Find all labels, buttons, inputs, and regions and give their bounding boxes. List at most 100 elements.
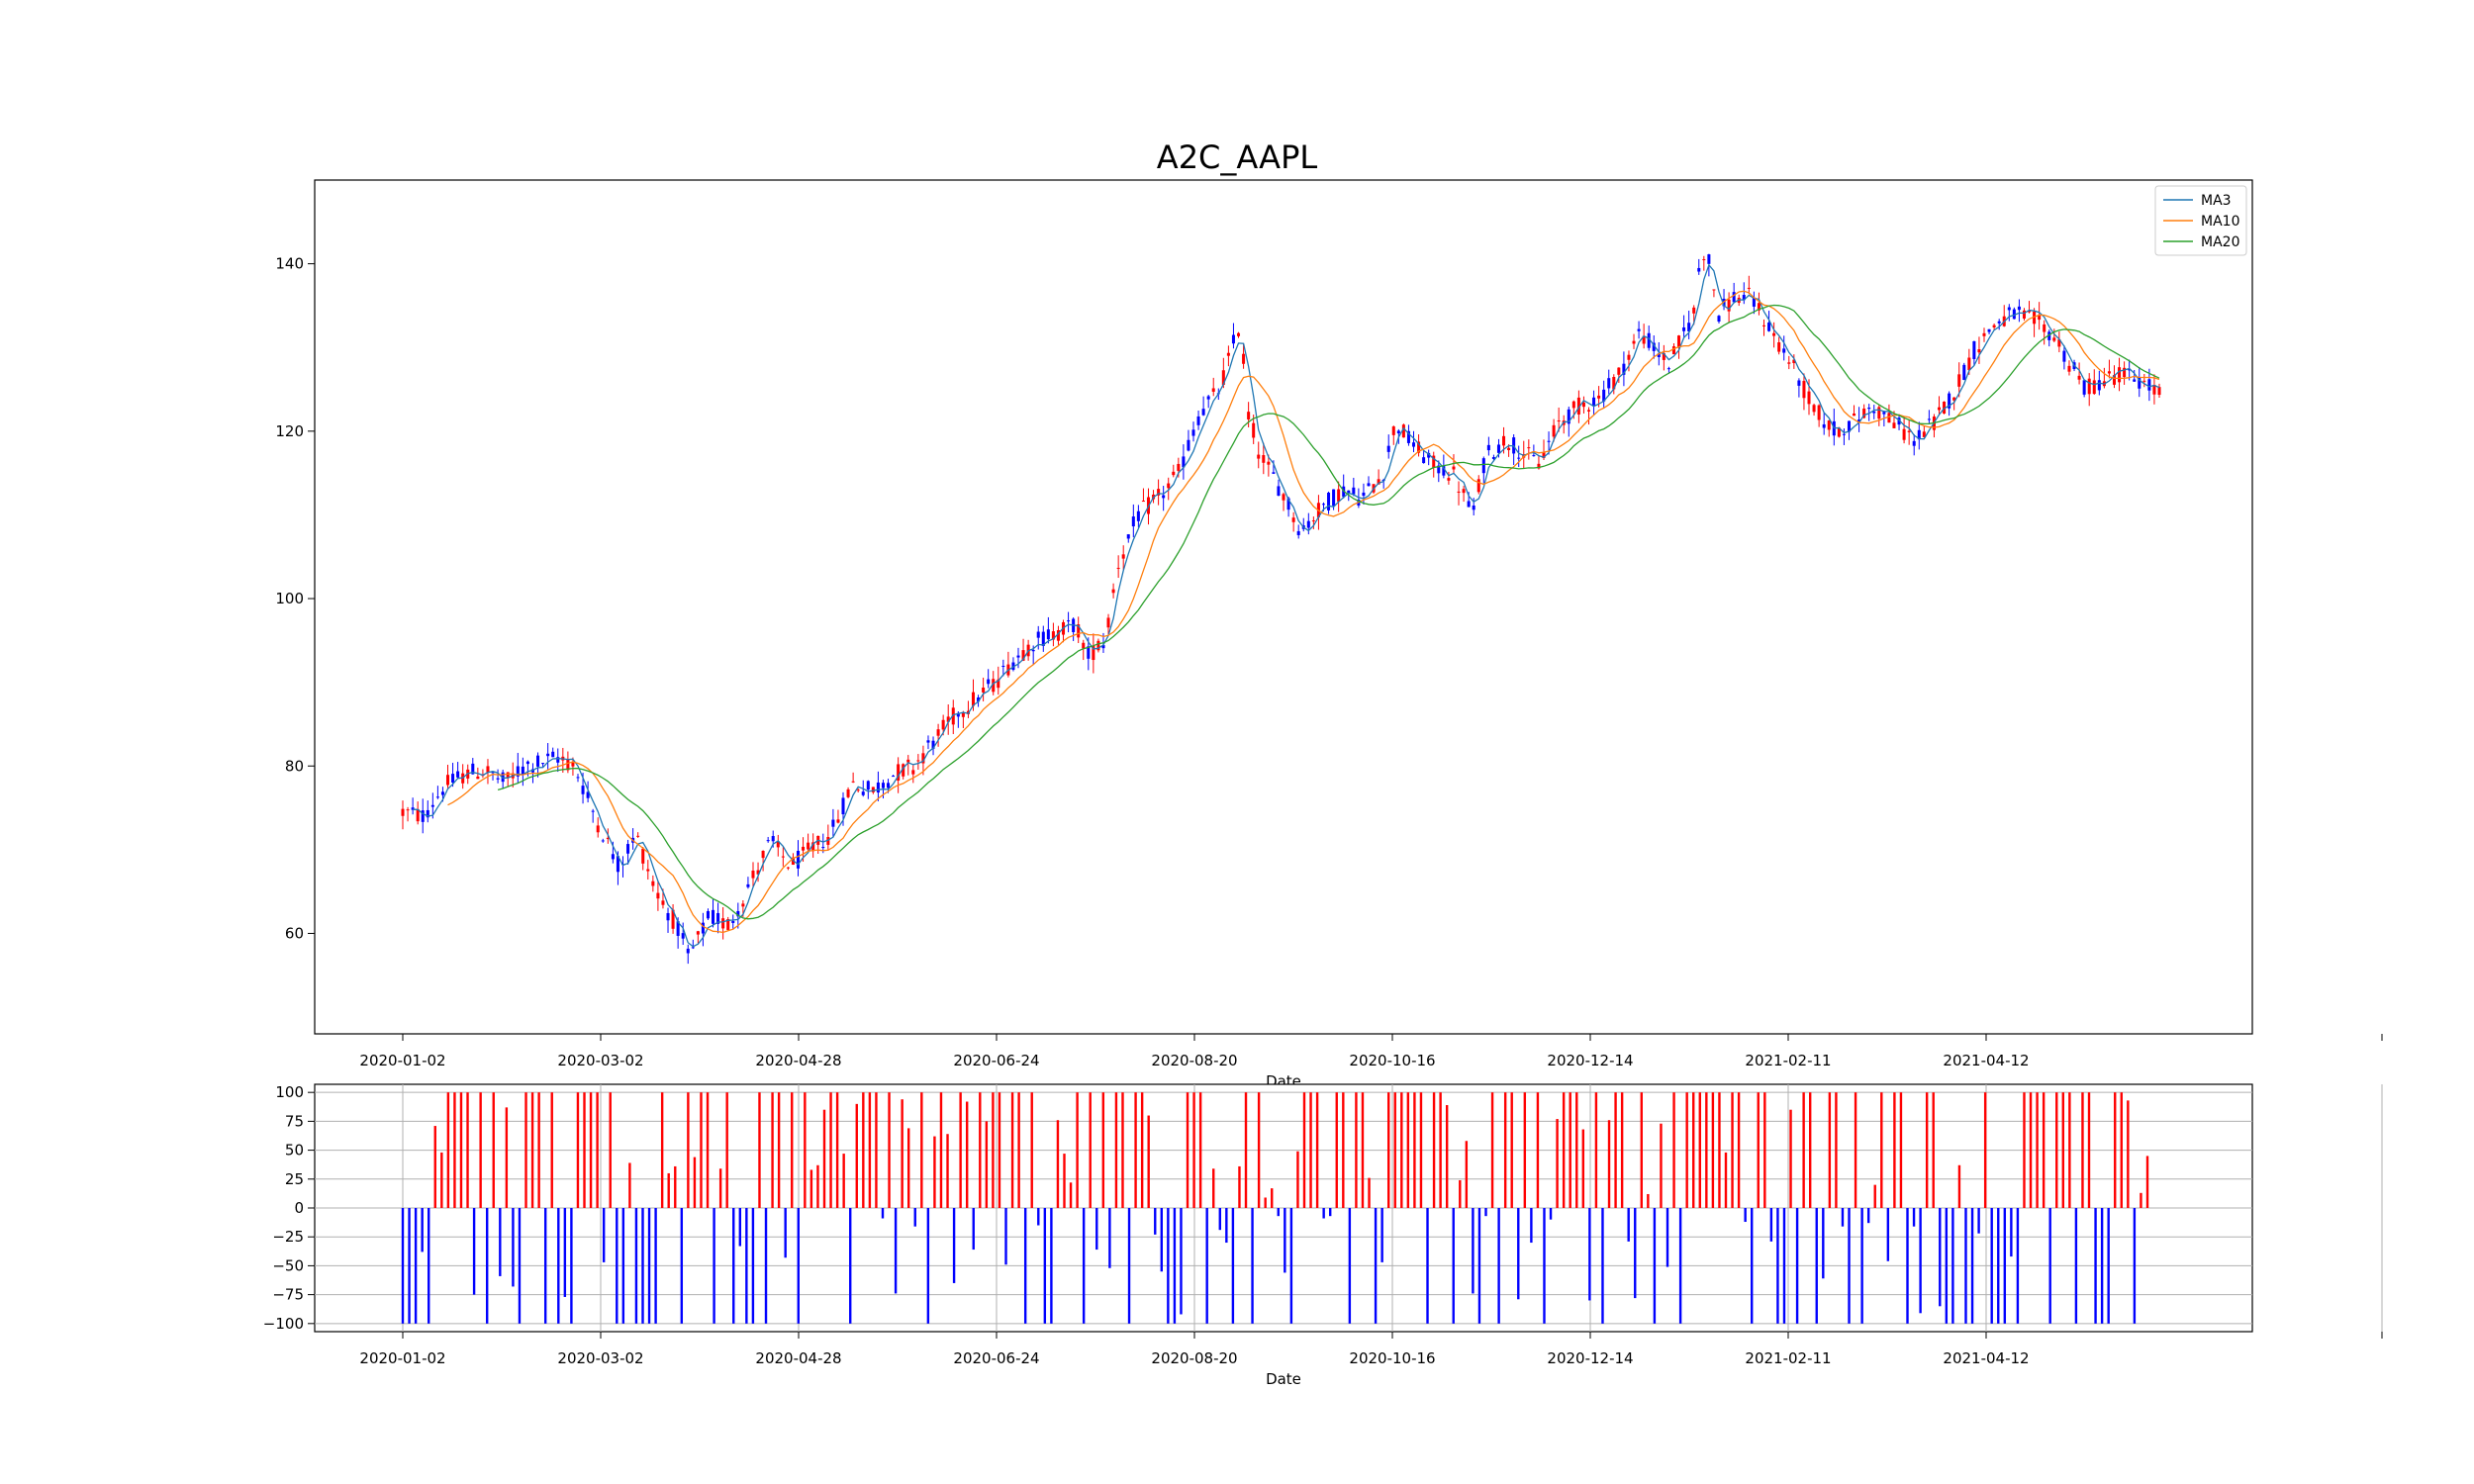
action-bar	[804, 1092, 807, 1208]
action-bar	[2036, 1092, 2039, 1208]
candle-body	[1532, 455, 1536, 457]
action-bar	[771, 1092, 774, 1208]
candle-body	[2092, 380, 2096, 395]
candle-body	[1767, 323, 1771, 331]
action-bar	[2074, 1208, 2078, 1324]
action-bar	[1374, 1208, 1378, 1324]
candle-body	[611, 854, 615, 860]
candle-body	[1177, 463, 1181, 471]
candle-body	[851, 781, 855, 783]
candle-body	[2062, 350, 2066, 362]
candle-body	[440, 791, 444, 795]
candle-body	[1602, 389, 1606, 402]
candle-body	[1712, 289, 1716, 291]
action-bar	[583, 1092, 586, 1208]
candle-body	[1391, 426, 1395, 435]
candle-body	[1586, 410, 1591, 412]
action-bar	[1607, 1120, 1611, 1208]
action-bar	[1634, 1208, 1637, 1299]
candle-body	[1406, 430, 1410, 443]
action-x-tick-label: 2020-06-24	[953, 1349, 1039, 1367]
action-bar	[1536, 1092, 1540, 1208]
candle-body	[1917, 429, 1921, 440]
action-bar	[1620, 1092, 1624, 1208]
candle-body	[2038, 315, 2042, 321]
action-bar	[1484, 1208, 1487, 1217]
action-bar	[687, 1092, 690, 1208]
action-bar	[1095, 1208, 1098, 1251]
candle-body	[1943, 401, 1947, 415]
candle-body	[1121, 554, 1125, 559]
candle-body	[1872, 411, 1876, 414]
candle-body	[1948, 393, 1951, 409]
candle-body	[1462, 489, 1466, 494]
action-bar	[700, 1092, 703, 1208]
candle-body	[1757, 303, 1760, 311]
action-bar	[1023, 1208, 1027, 1324]
candle-body	[936, 729, 940, 736]
action-bar	[2029, 1092, 2033, 1208]
candle-body	[807, 842, 810, 850]
action-bar	[1549, 1208, 1553, 1220]
action-bar	[634, 1208, 638, 1324]
candle-body	[1807, 391, 1811, 405]
action-bar	[1906, 1208, 1909, 1324]
candle-body	[1527, 447, 1531, 449]
action-bar	[1601, 1208, 1604, 1324]
candle-body	[476, 776, 480, 780]
candle-body	[1237, 332, 1241, 336]
candle-body	[771, 836, 775, 842]
candle-body	[1567, 409, 1570, 424]
candle-body	[506, 772, 510, 779]
candle-body	[1247, 412, 1251, 419]
price-x-tick-label: 2021-02-11	[1745, 1052, 1831, 1069]
action-bar	[505, 1107, 509, 1208]
candle-body	[1987, 328, 1991, 332]
candle-body	[1432, 455, 1436, 468]
candle-body	[776, 841, 780, 848]
candle-body	[616, 856, 619, 873]
candle-body	[941, 719, 945, 730]
action-bar	[2010, 1208, 2013, 1257]
price-y-tick-label: 80	[285, 757, 304, 775]
action-bar	[2145, 1156, 2149, 1208]
action-bar	[466, 1092, 469, 1208]
price-x-tick-label: 2021-04-12	[1943, 1052, 2029, 1069]
action-bar	[1744, 1208, 1747, 1223]
series-ma10-line	[447, 290, 2160, 934]
action-bar	[1296, 1151, 1299, 1208]
candle-body	[736, 910, 740, 917]
action-bar	[862, 1092, 865, 1208]
candle-body	[686, 948, 690, 954]
candle-body	[1642, 335, 1646, 344]
candle-body	[1311, 520, 1315, 522]
candle-body	[1286, 498, 1290, 510]
candle-body	[1827, 419, 1831, 430]
action-bar	[421, 1208, 424, 1252]
action-bar	[1970, 1208, 1974, 1324]
action-bar	[1530, 1208, 1533, 1244]
candle-body	[1221, 370, 1225, 385]
candle-body	[876, 782, 880, 793]
candle-body	[726, 919, 730, 930]
action-bar	[842, 1154, 845, 1208]
candle-body	[1977, 349, 1981, 353]
candle-body	[676, 921, 680, 936]
price-x-tick-label: 2020-04-28	[755, 1052, 841, 1069]
action-bar	[543, 1208, 547, 1324]
candle-body	[946, 716, 950, 722]
action-bar	[1167, 1208, 1170, 1324]
action-bar	[1932, 1092, 1935, 1208]
candle-body	[1692, 307, 1696, 314]
action-bar	[718, 1168, 722, 1208]
action-bar	[959, 1092, 962, 1208]
candle-body	[756, 870, 760, 875]
candle-body	[802, 846, 806, 851]
action-bar	[1983, 1092, 1987, 1208]
action-y-tick-label: −100	[263, 1315, 304, 1333]
candle-body	[1077, 624, 1081, 638]
candle-body	[1267, 461, 1271, 465]
candle-body	[906, 759, 910, 763]
candle-body	[1797, 380, 1801, 386]
price-x-tick-label: 2020-01-02	[359, 1052, 445, 1069]
